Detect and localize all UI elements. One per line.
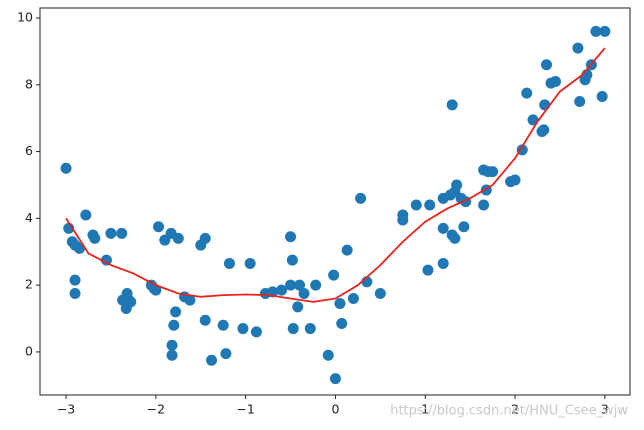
point (287, 323, 299, 335)
point (437, 257, 449, 269)
point (250, 326, 262, 338)
point (172, 232, 184, 244)
point (328, 269, 340, 281)
y-tick-label: 4 (25, 210, 33, 225)
point (69, 274, 81, 286)
point (60, 162, 72, 174)
point (285, 279, 297, 291)
point (437, 222, 449, 234)
point (206, 354, 218, 366)
point (478, 199, 490, 211)
point (217, 319, 229, 331)
plot-area (60, 25, 611, 385)
point (294, 279, 306, 291)
point (322, 349, 334, 361)
point (125, 296, 137, 308)
point (424, 199, 436, 211)
point (80, 209, 92, 221)
point (549, 75, 561, 87)
point (449, 232, 461, 244)
point (199, 314, 211, 326)
watermark: https://blog.csdn.net/HNU_Csee_wjw (390, 404, 628, 419)
point (521, 87, 533, 99)
point (220, 348, 232, 360)
point (572, 42, 584, 54)
point (374, 287, 386, 299)
point (74, 242, 86, 254)
fit-line (65, 47, 606, 303)
point (336, 318, 348, 330)
point (244, 257, 256, 269)
point (89, 232, 101, 244)
point (509, 174, 521, 186)
point (574, 95, 586, 107)
point (298, 287, 310, 299)
point (540, 59, 552, 71)
point (223, 257, 235, 269)
point (105, 227, 117, 239)
point (334, 298, 346, 310)
point (292, 301, 304, 313)
point (100, 254, 112, 266)
point (539, 99, 551, 111)
point (599, 25, 611, 37)
y-tick-label: 0 (25, 343, 33, 358)
point (458, 221, 470, 233)
point (410, 199, 422, 211)
y-tick-label: 10 (17, 10, 33, 25)
point (285, 231, 297, 243)
point (276, 284, 288, 296)
point (451, 179, 463, 191)
x-tick-label: 0 (331, 402, 339, 417)
point (166, 349, 178, 361)
point (286, 254, 298, 266)
point (527, 114, 539, 126)
point (310, 279, 322, 291)
point (304, 323, 316, 335)
point (341, 244, 353, 256)
point (150, 284, 162, 296)
point (329, 373, 341, 385)
point (596, 90, 608, 102)
point (355, 192, 367, 204)
point (116, 227, 128, 239)
point (422, 264, 434, 276)
point (170, 306, 182, 318)
point (168, 319, 180, 331)
x-tick-label: −2 (147, 402, 165, 417)
point (69, 287, 81, 299)
x-tick-label: 3 (601, 402, 609, 417)
x-tick-label: −3 (57, 402, 75, 417)
point (153, 221, 165, 233)
y-tick-label: 8 (25, 76, 33, 91)
point (347, 293, 359, 305)
point (166, 339, 178, 351)
point (184, 294, 196, 306)
point (237, 323, 249, 335)
point (199, 232, 211, 244)
point (446, 99, 458, 111)
point (397, 209, 409, 221)
y-tick-label: 6 (25, 143, 33, 158)
point (487, 166, 499, 178)
y-tick-label: 2 (25, 277, 33, 292)
x-tick-label: 1 (421, 402, 429, 417)
point (590, 25, 602, 37)
x-tick-label: −1 (236, 402, 254, 417)
x-tick-label: 2 (511, 402, 519, 417)
point (538, 124, 550, 136)
